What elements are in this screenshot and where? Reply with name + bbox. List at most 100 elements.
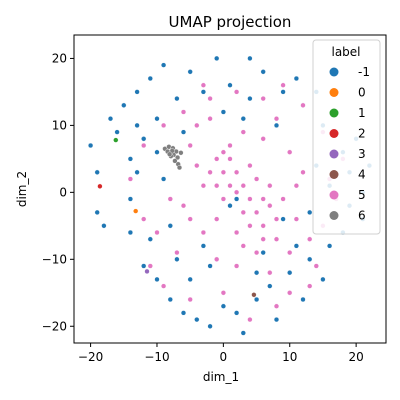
data-point: [174, 256, 180, 262]
x-tick-label: 0: [220, 350, 228, 364]
x-axis-label: dim_1: [203, 370, 239, 384]
data-point: [240, 183, 246, 189]
y-axis: −20 −10 0 10 20: [42, 51, 74, 333]
data-point: [220, 290, 227, 296]
data-point: [154, 116, 160, 122]
data-point: [87, 142, 94, 149]
data-point: [260, 250, 266, 256]
data-point: [254, 176, 260, 182]
legend-label: 3: [358, 147, 366, 161]
data-point: [234, 196, 240, 202]
data-point: [180, 109, 187, 115]
data-point: [154, 149, 160, 155]
data-point: [247, 95, 253, 102]
data-point: [307, 256, 313, 262]
data-point: [227, 82, 233, 88]
legend-marker: [329, 149, 339, 159]
legend-marker: [329, 170, 339, 179]
legend-label: 6: [358, 209, 366, 223]
data-point: [214, 183, 220, 189]
data-point: [97, 183, 103, 189]
data-point: [187, 69, 193, 75]
data-point: [307, 236, 313, 242]
data-point: [313, 263, 319, 269]
legend-item: 5: [329, 188, 366, 202]
data-point: [287, 270, 293, 276]
legend-label: 4: [358, 168, 366, 182]
legend-label: 1: [358, 106, 366, 120]
data-point: [307, 209, 313, 216]
data-point: [240, 330, 246, 336]
data-point: [267, 283, 273, 289]
data-point: [187, 142, 193, 149]
legend-item: 3: [329, 147, 366, 161]
data-point: [273, 216, 280, 222]
data-point: [172, 158, 178, 164]
data-point: [214, 216, 220, 222]
data-point: [180, 310, 187, 316]
data-point: [260, 236, 266, 242]
data-point: [240, 116, 246, 122]
data-point: [220, 149, 227, 155]
data-point: [267, 183, 273, 189]
data-point: [175, 154, 181, 161]
data-point: [254, 296, 260, 303]
data-point: [267, 270, 273, 276]
data-point: [200, 89, 207, 95]
data-point: [144, 268, 150, 275]
legend-label: 0: [358, 86, 366, 100]
data-point: [187, 296, 193, 303]
data-point: [121, 102, 127, 108]
data-point: [234, 169, 240, 175]
data-point: [234, 189, 240, 195]
data-point: [273, 122, 280, 129]
data-point: [260, 196, 266, 202]
data-point: [194, 163, 200, 169]
data-point: [227, 156, 233, 162]
legend-item: 4: [329, 168, 366, 182]
data-point: [234, 263, 240, 269]
data-point: [287, 149, 293, 155]
data-point: [194, 122, 200, 129]
data-point: [113, 137, 119, 143]
y-axis-label: dim_2: [15, 171, 29, 207]
data-point: [167, 196, 173, 202]
data-point: [287, 250, 293, 256]
data-point: [167, 223, 173, 229]
data-point: [300, 296, 306, 303]
data-point: [180, 203, 187, 209]
legend-marker: [329, 129, 339, 138]
data-point: [280, 216, 286, 222]
legend-marker: [329, 67, 339, 77]
data-point: [167, 296, 173, 303]
data-point: [134, 169, 140, 175]
data-point: [247, 196, 253, 202]
data-point: [127, 229, 133, 236]
legend-marker: [329, 88, 339, 97]
data-point: [114, 129, 120, 135]
data-point: [300, 102, 306, 108]
legend-title: label: [331, 45, 360, 59]
data-point: [161, 122, 167, 129]
data-point: [227, 142, 233, 149]
data-point: [200, 243, 207, 249]
data-point: [234, 229, 240, 236]
data-point: [101, 223, 107, 229]
data-point: [254, 250, 260, 256]
legend-marker: [329, 190, 339, 200]
data-point: [178, 150, 184, 156]
data-point: [180, 129, 187, 135]
data-point: [220, 303, 227, 309]
data-point: [240, 209, 246, 216]
legend-label: -1: [358, 65, 370, 79]
data-point: [240, 243, 246, 249]
data-point: [280, 82, 286, 88]
data-point: [320, 276, 326, 283]
data-point: [161, 283, 167, 289]
data-point: [107, 116, 114, 122]
data-point: [167, 151, 173, 157]
data-point: [214, 256, 220, 262]
data-point: [273, 317, 280, 323]
data-point: [327, 243, 333, 249]
data-point: [307, 283, 313, 289]
